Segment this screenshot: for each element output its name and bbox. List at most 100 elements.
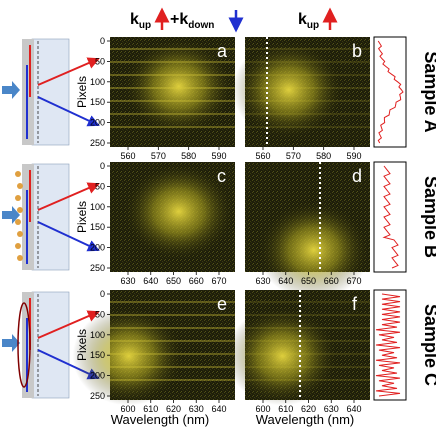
panel-letter-left: c <box>217 166 226 186</box>
y-tick-label: 200 <box>90 371 105 381</box>
x-axis-label-right: Wavelength (nm) <box>256 412 355 427</box>
x-tick-label: 630 <box>255 276 270 286</box>
schematic-frame <box>31 38 70 146</box>
panel-letter-left: a <box>217 41 228 61</box>
y-tick-label: 50 <box>95 181 105 191</box>
header: kup +kdown kup <box>130 7 338 33</box>
y-tick-label: 250 <box>90 138 105 148</box>
panel-letter-left: e <box>217 294 227 314</box>
schematic-arrow-up <box>37 57 100 86</box>
nanoparticle-dot <box>15 243 21 249</box>
x-tick-label: 640 <box>346 404 361 414</box>
x-tick-label: 580 <box>181 151 196 161</box>
panel-letter-right: f <box>352 294 358 314</box>
schematic-arrow-down <box>37 96 100 127</box>
spectrum-panel-right: d 630 640 650 660 670 <box>245 162 370 300</box>
x-tick-label: 630 <box>120 276 135 286</box>
x-tick-label: 670 <box>211 276 226 286</box>
y-axis-label: Pixels <box>75 329 89 361</box>
nanoparticle-dot <box>17 183 23 189</box>
spectrum-panel-left: a 560 570 580 590 <box>110 37 235 161</box>
x-tick-label: 650 <box>166 276 181 286</box>
y-axis-label: Pixels <box>75 201 89 233</box>
y-tick-label: 200 <box>90 118 105 128</box>
x-tick-label: 560 <box>120 151 135 161</box>
sample-label: Sample B <box>421 176 436 258</box>
sample-schematic <box>2 163 100 271</box>
nanoparticle-dot <box>15 171 21 177</box>
y-tick-label: 50 <box>95 309 105 319</box>
x-tick-label: 660 <box>324 276 339 286</box>
y-tick-label: 0 <box>100 36 105 46</box>
incident-arrow-icon <box>2 81 20 99</box>
nanoparticle-dot <box>17 255 23 261</box>
header-k-up-left: kup <box>130 11 151 31</box>
x-tick-label: 580 <box>316 151 331 161</box>
y-tick-label: 150 <box>90 222 105 232</box>
y-tick-label: 0 <box>100 161 105 171</box>
x-tick-label: 560 <box>255 151 270 161</box>
schematic-arrow-up <box>37 310 100 339</box>
y-tick-label: 150 <box>90 350 105 360</box>
intensity-profile-trace <box>375 293 401 397</box>
profile-box <box>373 161 407 273</box>
x-tick-label: 640 <box>143 276 158 286</box>
nanoparticle-dot <box>15 195 21 201</box>
intensity-profile-trace <box>377 40 404 144</box>
incident-arrow-icon <box>2 206 20 224</box>
y-tick-label: 0 <box>100 289 105 299</box>
x-tick-label: 660 <box>189 276 204 286</box>
incident-arrow-icon <box>2 334 20 352</box>
y-tick-label: 50 <box>95 56 105 66</box>
figure-rows: a 560 570 580 590 b 560 570 580 590 0 50 100 150 200 25… <box>2 36 436 414</box>
intensity-blob <box>122 37 235 136</box>
schematic-arrow-down <box>37 221 100 252</box>
y-tick-label: 100 <box>90 330 105 340</box>
x-tick-label: 610 <box>278 404 293 414</box>
intensity-blob <box>122 162 235 261</box>
y-tick-label: 100 <box>90 77 105 87</box>
intensity-profile-trace <box>382 165 399 269</box>
x-tick-label: 570 <box>286 151 301 161</box>
y-tick-label: 100 <box>90 202 105 212</box>
header-k-up-right: kup <box>298 11 319 31</box>
spectrum-panel-left: c 630 640 650 660 670 <box>110 162 235 286</box>
x-tick-label: 570 <box>151 151 166 161</box>
x-tick-label: 620 <box>301 404 316 414</box>
schematic-frame <box>31 163 70 271</box>
schematic-arrow-up <box>37 182 100 211</box>
x-tick-label: 590 <box>346 151 361 161</box>
x-tick-label: 640 <box>211 404 226 414</box>
panel-letter-right: d <box>352 166 362 186</box>
x-tick-label: 650 <box>301 276 316 286</box>
spectrum-panel-left: e 600 610 620 630 640 <box>72 290 235 414</box>
y-tick-label: 250 <box>90 391 105 401</box>
spectrum-panel-right: b 560 570 580 590 <box>232 37 370 161</box>
x-tick-label: 590 <box>211 151 226 161</box>
y-tick-label: 250 <box>90 263 105 273</box>
x-tick-label: 600 <box>255 404 270 414</box>
y-tick-label: 200 <box>90 243 105 253</box>
y-tick-label: 150 <box>90 97 105 107</box>
header-k-down: +kdown <box>170 11 214 31</box>
nanoparticle-dot <box>17 231 23 237</box>
nanoparticle-dot <box>17 207 23 213</box>
x-tick-label: 630 <box>324 404 339 414</box>
sample-label: Sample A <box>421 51 436 132</box>
resonator-ring <box>17 302 31 388</box>
nanoparticle-dot <box>15 219 21 225</box>
x-tick-label: 610 <box>143 404 158 414</box>
schematic-frame <box>31 291 70 399</box>
sample-label: Sample C <box>421 304 436 386</box>
sample-schematic <box>2 291 100 399</box>
row-2: c 630 640 650 660 670 d 630 640 650 660 670 0 50 100 15… <box>2 161 436 300</box>
x-axis-label-left: Wavelength (nm) <box>111 412 210 427</box>
x-tick-label: 630 <box>189 404 204 414</box>
x-tick-label: 600 <box>120 404 135 414</box>
intensity-blob <box>232 40 345 140</box>
intensity-blob <box>226 306 339 406</box>
x-tick-label: 620 <box>166 404 181 414</box>
profile-box <box>373 36 407 148</box>
row-1: a 560 570 580 590 b 560 570 580 590 0 50 100 150 200 25… <box>2 36 436 161</box>
